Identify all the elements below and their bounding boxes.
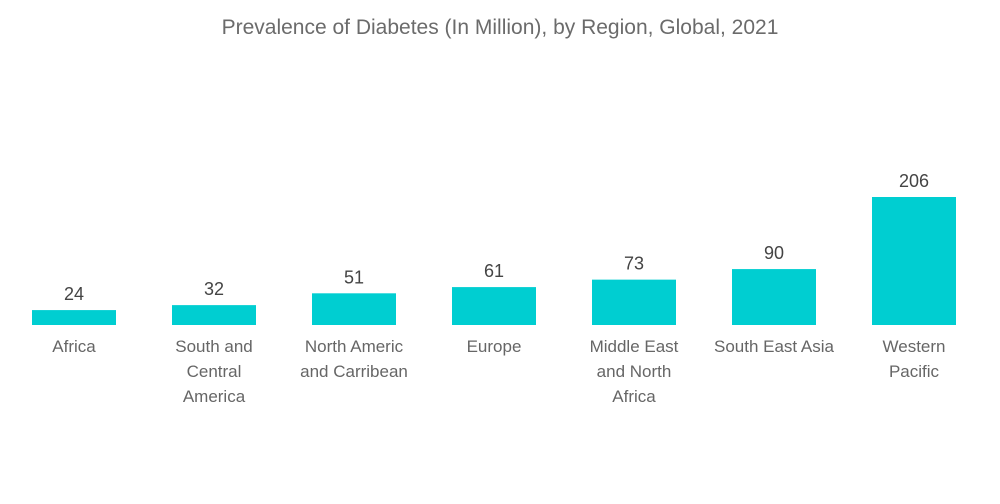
bar-1	[172, 305, 256, 325]
category-label-line: Western	[883, 337, 946, 356]
category-label-line: Europe	[467, 337, 522, 356]
category-label-3: Europe	[467, 337, 522, 356]
category-label-4: Middle East and North Africa	[590, 337, 679, 406]
bar-5	[732, 269, 816, 325]
bar-3	[452, 287, 536, 325]
category-label-line: Middle East	[590, 337, 679, 356]
category-label-line: Central	[187, 362, 242, 381]
category-label-line: Africa	[612, 387, 656, 406]
category-label-line: and Carribean	[300, 362, 408, 381]
category-label-line: North Americ	[305, 337, 404, 356]
category-label-0: Africa	[52, 337, 96, 356]
category-label-line: South East Asia	[714, 337, 835, 356]
category-label-line: Africa	[52, 337, 96, 356]
data-label-3: 61	[484, 261, 504, 281]
bar-4	[592, 279, 676, 325]
data-label-6: 206	[899, 171, 929, 191]
data-label-5: 90	[764, 243, 784, 263]
data-label-2: 51	[344, 267, 364, 287]
bar-2	[312, 293, 396, 325]
data-label-0: 24	[64, 284, 84, 304]
category-label-line: Pacific	[889, 362, 940, 381]
data-label-4: 73	[624, 254, 644, 274]
chart-title: Prevalence of Diabetes (In Million), by …	[221, 16, 779, 39]
bar-0	[32, 310, 116, 325]
category-label-6: Western Pacific	[883, 337, 946, 381]
bar-6	[872, 197, 956, 325]
category-label-2: North Americ and Carribean	[300, 337, 408, 381]
category-label-1: South and Central America	[175, 337, 253, 406]
category-label-line: and North	[597, 362, 672, 381]
category-label-line: South and	[175, 337, 253, 356]
category-label-5: South East Asia	[714, 337, 835, 356]
category-label-line: America	[183, 387, 246, 406]
data-label-1: 32	[204, 279, 224, 299]
